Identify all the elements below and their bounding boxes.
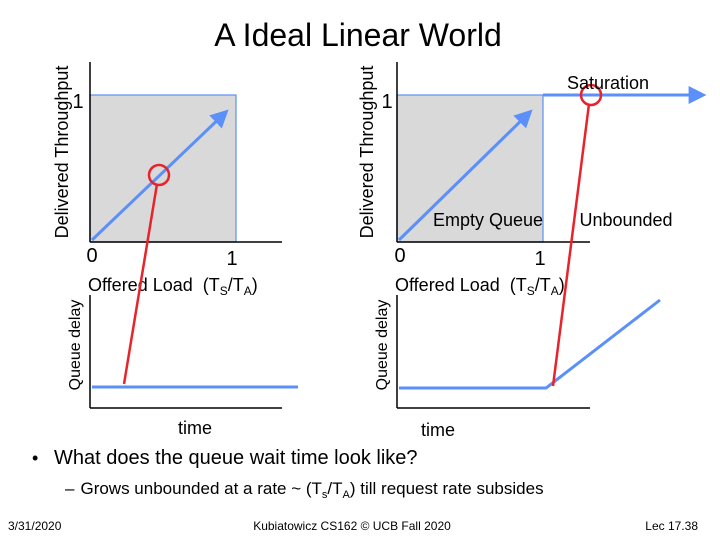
main-bullet: What does the queue wait time look like? (54, 447, 418, 469)
left-queue-ylabel: Queue delay (67, 300, 84, 391)
sub-bullet-sub2: A (343, 489, 351, 501)
left-operating-point-circle (147, 163, 171, 187)
right-saturation-circle (579, 83, 603, 107)
footer-lecture: Lec 17.38 (645, 519, 698, 533)
sub-bullet-sub1: s (322, 489, 328, 501)
right-queue-ylabel: Queue delay (374, 300, 391, 391)
right-xlabel-close: ) (559, 275, 565, 295)
right-throughput-ylabel: Delivered Throughput (357, 66, 377, 239)
right-offered-load-label: Offered Load (TS/TA) (395, 275, 565, 298)
left-xlabel-close: ) (252, 275, 258, 295)
right-xlabel-sub2: A (551, 284, 559, 298)
left-xlabel-sub2: A (244, 284, 252, 298)
sub-bullet: – Grows unbounded at a rate ~ (Ts/TA) til… (65, 479, 544, 501)
left-time-label: time (178, 418, 212, 438)
bullet-marker: • (32, 448, 38, 468)
right-xlabel-sub1: S (527, 284, 535, 298)
right-ytick-one: 1 (381, 91, 392, 113)
right-xlabel-base: Offered Load (T (395, 275, 527, 295)
left-xlabel-base: Offered Load (T (88, 275, 220, 295)
left-xtick-zero: 0 (86, 245, 97, 267)
left-connector-line (122, 183, 159, 385)
right-unbounded-label: Unbounded (579, 210, 672, 230)
sub-bullet-dash: – (65, 479, 75, 498)
right-time-label: time (421, 420, 455, 440)
right-saturation-label: Saturation (567, 73, 649, 93)
sub-bullet-mid: /T (327, 479, 342, 498)
sub-bullet-text: Grows unbounded at a rate ~ (T (80, 479, 321, 498)
left-xlabel-sub1: S (220, 284, 228, 298)
right-xtick-zero: 0 (394, 245, 405, 267)
right-queue-delay-line (399, 298, 661, 390)
right-xlabel-mid: /T (535, 275, 551, 295)
right-connector-line (551, 103, 591, 387)
footer-date: 3/31/2020 (8, 519, 62, 533)
left-xtick-one: 1 (226, 248, 237, 270)
right-throughput-rising-line (397, 109, 533, 242)
right-xtick-one: 1 (534, 248, 545, 270)
footer-course: Kubiatowicz CS162 © UCB Fall 2020 (253, 519, 451, 533)
right-empty-queue-label: Empty Queue (433, 210, 543, 230)
left-offered-load-label: Offered Load (TS/TA) (88, 275, 258, 298)
left-ytick-one: 1 (72, 91, 83, 113)
sub-bullet-tail: ) till request rate subsides (350, 479, 544, 498)
left-xlabel-mid: /T (228, 275, 244, 295)
left-throughput-line (90, 109, 229, 242)
slide-title: A Ideal Linear World (214, 17, 502, 53)
left-throughput-ylabel: Delivered Throughput (52, 66, 72, 239)
